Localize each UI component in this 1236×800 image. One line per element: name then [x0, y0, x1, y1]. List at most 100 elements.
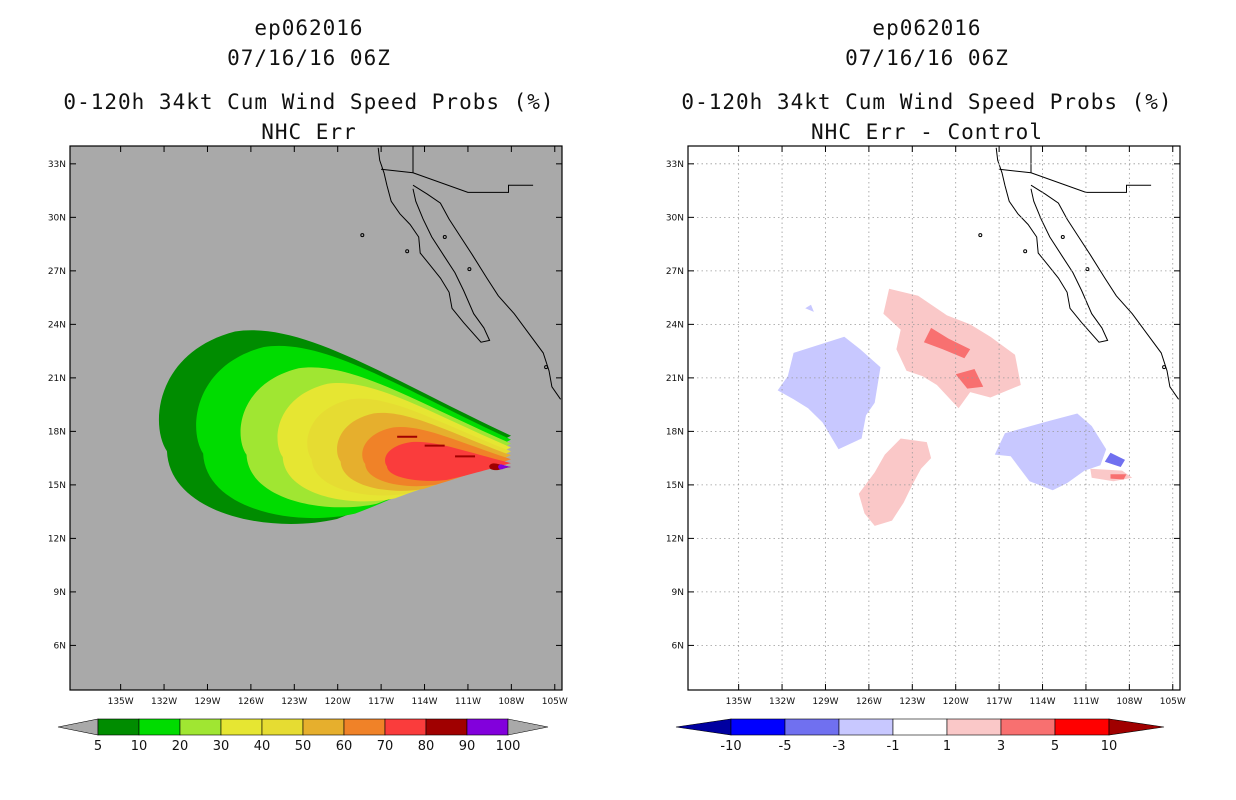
colorbar-swatch: [302, 718, 345, 736]
anomaly-east-negative: [994, 413, 1107, 491]
y-tick-label: 27N: [48, 267, 66, 277]
island: [1085, 267, 1090, 272]
colorbar-label: 20: [172, 739, 189, 754]
colorbar-label: 90: [459, 739, 476, 754]
colorbar-label: 10: [131, 739, 148, 754]
contour-90: [498, 464, 512, 470]
y-tick-label: 30N: [48, 213, 66, 223]
baja-coastline: [995, 147, 1109, 343]
x-tick-label: 135W: [726, 697, 752, 707]
coastlines: [978, 146, 1180, 400]
y-tick-label: 33N: [666, 160, 684, 170]
y-tick-label: 12N: [48, 534, 66, 544]
left-title-storm: ep062016: [254, 16, 364, 40]
colorbar-label: 1: [943, 739, 951, 754]
contour-70: [385, 441, 512, 481]
colorbar-label: 10: [1101, 739, 1118, 754]
baja-coastline: [377, 147, 491, 343]
x-tick-label: 108W: [498, 697, 524, 707]
colorbar-label: 40: [254, 739, 271, 754]
colorbar-label: 3: [997, 739, 1005, 754]
x-tick-label: 108W: [1116, 697, 1142, 707]
anomaly-north-core-2: [955, 369, 984, 389]
colorbar: 5 10 20 30 40 50 60 70 80 90 100: [57, 718, 549, 754]
colorbar-label: 30: [213, 739, 230, 754]
x-tick-label: 132W: [151, 697, 177, 707]
x-tick-label: 126W: [856, 697, 882, 707]
x-tick-label: 111W: [455, 697, 481, 707]
x-tick-label: 111W: [1073, 697, 1099, 707]
y-tick-label: 9N: [54, 588, 66, 598]
y-tick-label: 18N: [48, 427, 66, 437]
colorbar-label: 100: [496, 739, 521, 754]
colorbar-label: 60: [336, 739, 353, 754]
colorbar-label: -3: [833, 739, 846, 754]
colorbar-swatch: [425, 718, 468, 736]
x-tick-label: 120W: [943, 697, 969, 707]
coastlines: [360, 146, 562, 400]
y-tick-label: 30N: [666, 213, 684, 223]
island: [405, 249, 410, 254]
right-panel: ep062016 07/16/16 06Z 0-120h 34kt Cum Wi…: [618, 0, 1236, 800]
island: [467, 267, 472, 272]
anomaly-storm-negative: [1104, 452, 1125, 467]
anomaly-north-core: [923, 327, 971, 359]
island: [1023, 249, 1028, 254]
left-title-product: 0-120h 34kt Cum Wind Speed Probs (%): [63, 90, 555, 114]
right-title-date: 07/16/16 06Z: [845, 46, 1009, 70]
colorbar-swatch: [1054, 718, 1110, 736]
x-tick-label: 105W: [542, 697, 568, 707]
colorbar-swatch: [466, 718, 509, 736]
colorbar-label: -5: [779, 739, 792, 754]
y-tick-label: 33N: [48, 160, 66, 170]
y-tick-label: 18N: [666, 427, 684, 437]
x-tick-label: 126W: [238, 697, 264, 707]
anomaly-west-negative-small: [805, 304, 814, 312]
y-tick-label: 9N: [672, 588, 684, 598]
colorbar-swatch: [261, 718, 304, 736]
x-tick-label: 114W: [1029, 697, 1055, 707]
map-frame: [687, 145, 1181, 691]
probability-contours: [158, 330, 512, 524]
mainland-coastline: [1030, 184, 1180, 400]
left-map-svg: 135W 132W 129W 126W 123W 120W 117W 114W 111W 108W…: [48, 145, 568, 754]
colorbar-label: 50: [295, 739, 312, 754]
y-tick-label: 12N: [666, 534, 684, 544]
y-tick-label: 24N: [666, 320, 684, 330]
x-tick-label: 132W: [769, 697, 795, 707]
x-tick-label: 114W: [411, 697, 437, 707]
y-tick-label: 24N: [48, 320, 66, 330]
x-tick-label: 123W: [899, 697, 925, 707]
colorbar-label: -1: [887, 739, 900, 754]
left-panel: ep062016 07/16/16 06Z 0-120h 34kt Cum Wi…: [48, 16, 568, 754]
colorbar-label: 5: [1051, 739, 1059, 754]
island: [1162, 365, 1167, 370]
colorbar-swatch: [946, 718, 1002, 736]
colorbar-label: 70: [377, 739, 394, 754]
colorbar-over-arrow: [1108, 718, 1165, 736]
x-tick-label: 123W: [281, 697, 307, 707]
colorbar-under-arrow: [675, 718, 732, 736]
colorbar-over-arrow: [507, 718, 549, 736]
colorbar-swatch: [97, 718, 140, 736]
island: [360, 233, 365, 238]
right-title-storm: ep062016: [872, 16, 982, 40]
colorbar-swatch: [892, 718, 948, 736]
island: [544, 365, 549, 370]
colorbar-swatch: [1000, 718, 1056, 736]
colorbar-swatch: [179, 718, 222, 736]
y-tick-label: 15N: [666, 481, 684, 491]
anomaly-storm-core: [1110, 474, 1127, 480]
colorbar-swatch: [730, 718, 786, 736]
left-title-date: 07/16/16 06Z: [227, 46, 391, 70]
anomaly-west-negative: [777, 336, 881, 450]
axes: 135W 132W 129W 126W 123W 120W 117W 114W 111W 108W…: [666, 146, 1186, 707]
y-tick-label: 21N: [666, 374, 684, 384]
x-tick-label: 120W: [325, 697, 351, 707]
us-mexico-border: [381, 168, 534, 193]
colorbar-swatch: [343, 718, 386, 736]
right-map-svg: 135W 132W 129W 126W 123W 120W 117W 114W 111W 108W…: [666, 145, 1186, 754]
colorbar-swatch: [784, 718, 840, 736]
map-frame: [69, 145, 563, 691]
right-title-product: 0-120h 34kt Cum Wind Speed Probs (%): [681, 90, 1173, 114]
